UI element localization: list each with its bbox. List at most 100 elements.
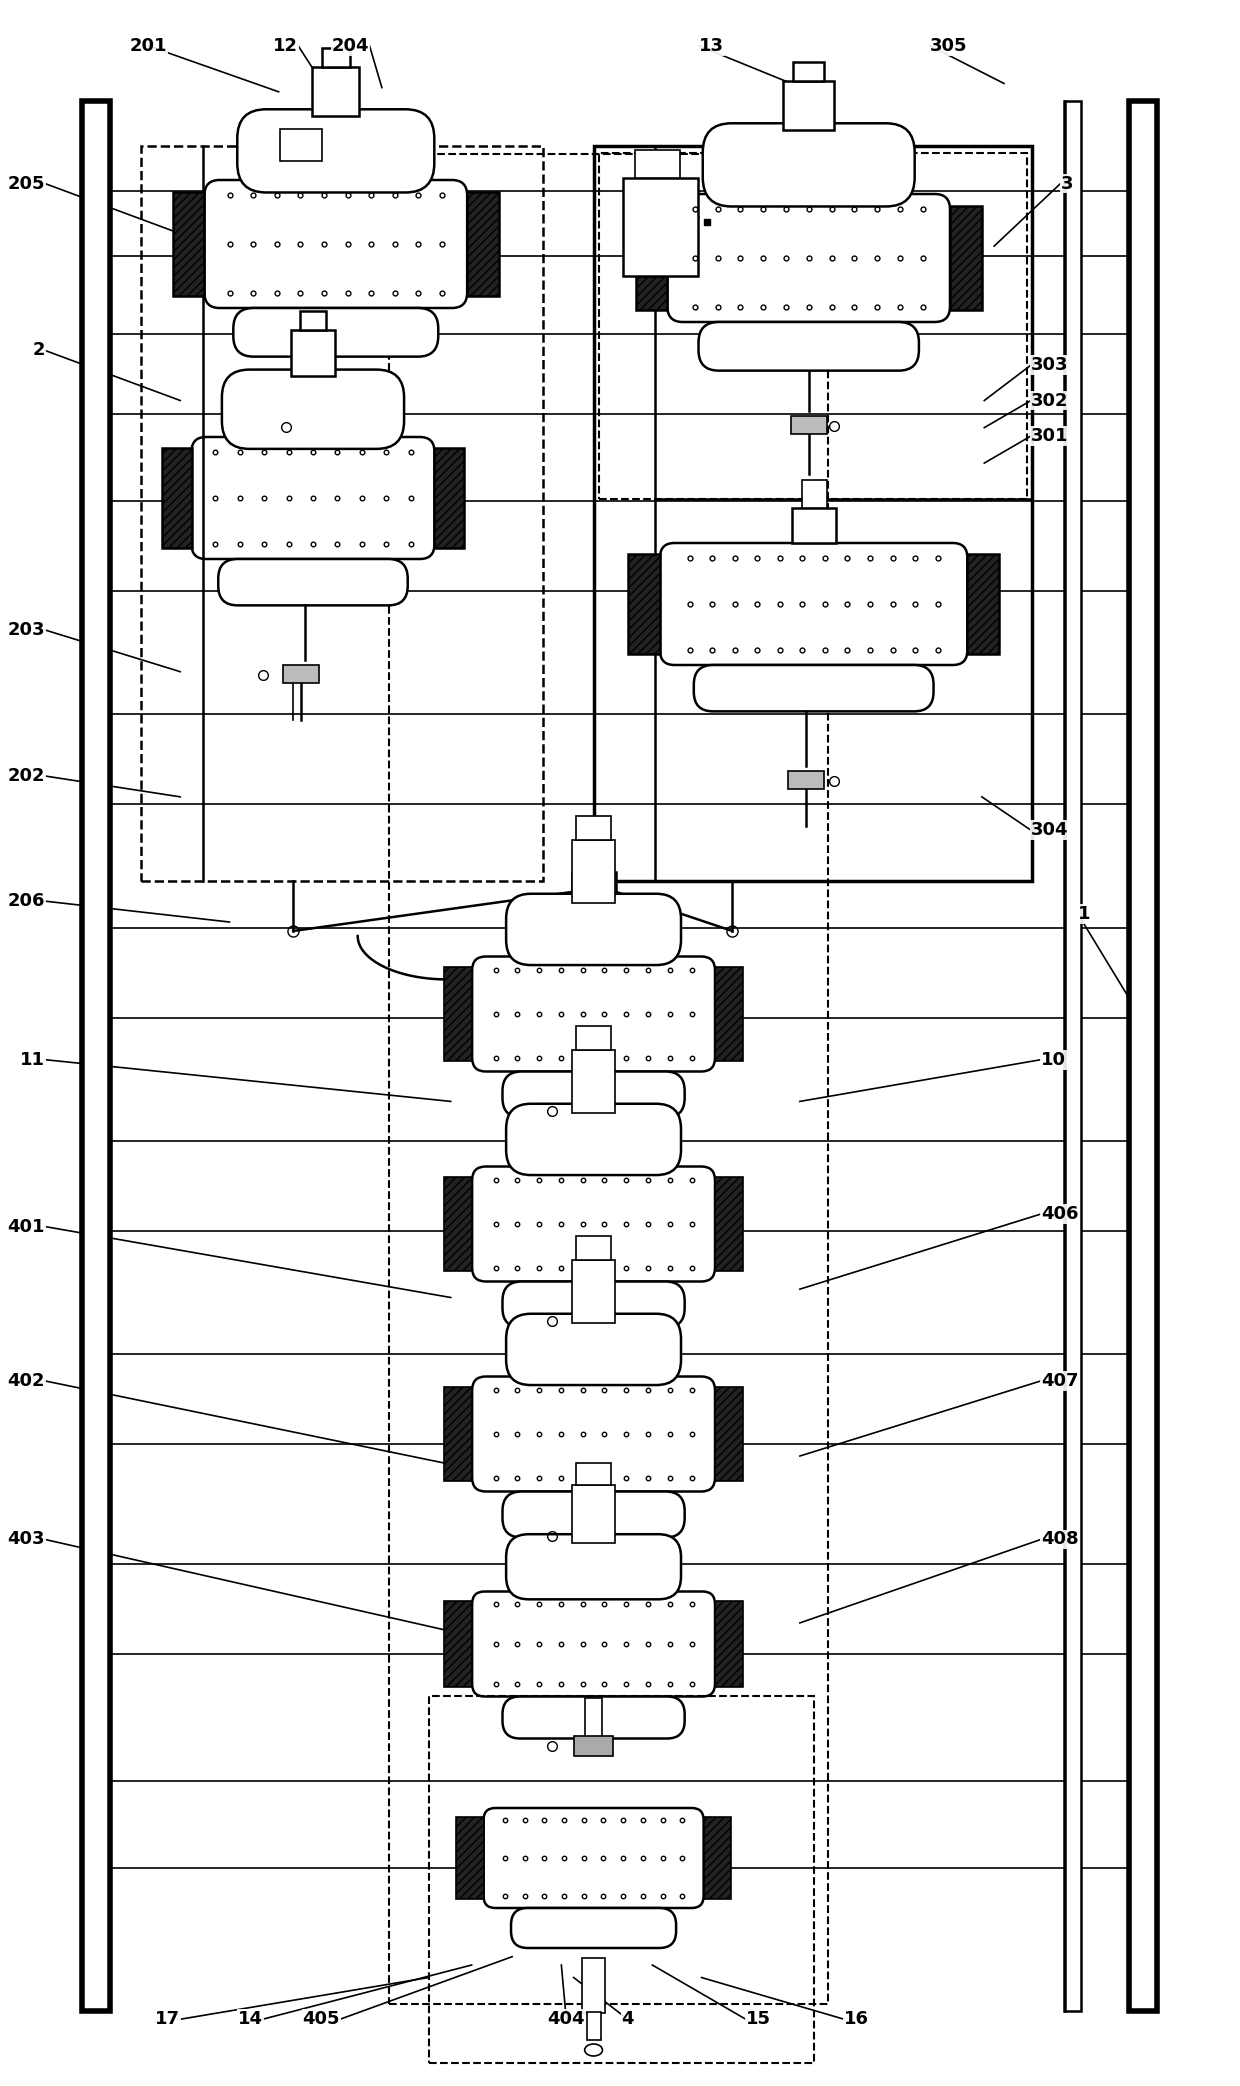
Bar [582,1959,605,2013]
FancyBboxPatch shape [472,957,715,1072]
Bar [444,1177,472,1270]
FancyBboxPatch shape [472,1377,715,1491]
Bar [584,1477,603,1537]
Bar [950,207,982,311]
Text: 408: 408 [1040,1531,1079,1548]
Bar [577,1026,611,1049]
FancyBboxPatch shape [233,309,438,357]
Bar [444,1387,472,1481]
Bar [635,150,680,177]
Text: 304: 304 [1030,822,1069,839]
Text: 301: 301 [1030,428,1069,444]
Bar [784,81,835,129]
FancyBboxPatch shape [511,1909,676,1948]
Text: 14: 14 [238,2011,263,2028]
Text: 407: 407 [1040,1373,1079,1389]
FancyBboxPatch shape [694,665,934,711]
Text: 402: 402 [7,1373,45,1389]
Bar [434,448,464,549]
FancyBboxPatch shape [205,179,467,309]
Bar [572,1485,615,1544]
FancyBboxPatch shape [502,1072,684,1118]
Bar [429,1696,813,2063]
Bar [280,129,322,161]
Bar [572,1260,615,1323]
Text: 404: 404 [548,2011,585,2028]
Text: 403: 403 [7,1531,45,1548]
Text: 13: 13 [699,38,724,54]
Ellipse shape [584,2044,603,2057]
Text: 205: 205 [7,175,45,192]
Bar [715,1600,743,1688]
Text: 2: 2 [32,342,45,359]
Bar [321,48,350,67]
FancyBboxPatch shape [502,1491,684,1537]
Bar [794,63,823,81]
FancyBboxPatch shape [237,108,434,192]
Bar [572,1049,615,1114]
Bar [1128,100,1157,2011]
Bar [792,509,837,542]
Text: 303: 303 [1030,357,1069,373]
Bar [584,1041,603,1118]
Bar [312,67,360,117]
Bar [967,555,999,655]
Bar [574,1525,614,1546]
Bar [584,1250,603,1327]
Bar [444,1600,472,1688]
FancyBboxPatch shape [472,1592,715,1696]
Bar [456,1817,484,1898]
Text: 406: 406 [1040,1206,1079,1222]
Bar [467,192,498,296]
FancyBboxPatch shape [218,559,408,605]
FancyBboxPatch shape [472,1166,715,1281]
Bar [715,1177,743,1270]
Text: 17: 17 [155,2011,180,2028]
FancyBboxPatch shape [502,1281,684,1327]
Text: 1: 1 [1078,905,1090,922]
Bar [584,1698,603,1738]
Text: 203: 203 [7,622,45,638]
Text: 15: 15 [745,2011,771,2028]
Bar [577,1235,611,1260]
Bar [572,872,616,914]
FancyBboxPatch shape [703,123,915,207]
Bar [624,177,698,275]
Text: 405: 405 [303,2011,340,2028]
Bar [715,1387,743,1481]
FancyBboxPatch shape [222,369,404,448]
Text: 16: 16 [844,2011,869,2028]
Text: 10: 10 [1040,1051,1066,1068]
Bar [577,816,611,841]
Bar [141,146,543,880]
Bar [574,1736,614,1756]
Text: 204: 204 [332,38,370,54]
Bar [599,154,1027,499]
FancyBboxPatch shape [698,321,919,371]
Bar [300,311,326,330]
Bar [703,1817,732,1898]
Bar [594,146,1032,880]
FancyBboxPatch shape [484,1809,703,1909]
Bar [582,841,606,872]
Bar [715,966,743,1062]
Bar [802,480,827,509]
Text: 12: 12 [273,38,299,54]
Text: 305: 305 [930,38,967,54]
Bar [787,772,823,789]
Bar [1064,100,1081,2011]
FancyBboxPatch shape [506,1314,681,1385]
Bar [172,192,205,296]
FancyBboxPatch shape [506,893,681,966]
Text: 3: 3 [1060,175,1073,192]
FancyBboxPatch shape [667,194,950,321]
Text: 302: 302 [1030,392,1069,409]
FancyBboxPatch shape [191,436,434,559]
Bar [389,154,827,2005]
FancyBboxPatch shape [506,1533,681,1600]
FancyBboxPatch shape [660,542,967,665]
Bar [572,841,615,903]
Text: 401: 401 [7,1218,45,1235]
Bar [636,207,667,311]
Bar [574,1101,614,1120]
